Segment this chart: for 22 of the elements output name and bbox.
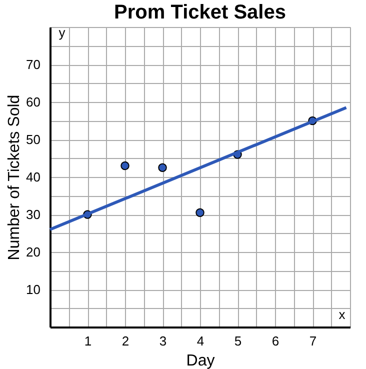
y-tick-label: 10: [26, 282, 40, 297]
x-tick-label: 7: [309, 334, 317, 348]
x-axis-title: Day: [186, 352, 215, 369]
x-tick-label: 5: [234, 334, 242, 348]
x-tick-label: 4: [196, 334, 204, 348]
y-tick-label: 70: [26, 57, 40, 72]
annotation: y: [58, 25, 66, 40]
point: [120, 161, 130, 170]
chart-title: Prom Ticket Sales: [114, 2, 286, 24]
point: [158, 163, 167, 172]
y-tick-label: 30: [26, 207, 40, 222]
point: [196, 208, 204, 217]
x-tick-label: 3: [159, 334, 167, 348]
x-tick-label: 6: [272, 334, 280, 348]
y-tick-label: 60: [26, 94, 40, 110]
y-axis-title: Number of Tickets Sold: [6, 94, 24, 260]
y-tick-label: 40: [26, 170, 40, 184]
x-tick-label: 2: [122, 334, 130, 348]
y-tick-label: 20: [26, 244, 40, 260]
y-tick-label: 50: [26, 132, 40, 147]
annotation: x: [338, 307, 346, 322]
x-tick-label: 1: [84, 334, 92, 348]
